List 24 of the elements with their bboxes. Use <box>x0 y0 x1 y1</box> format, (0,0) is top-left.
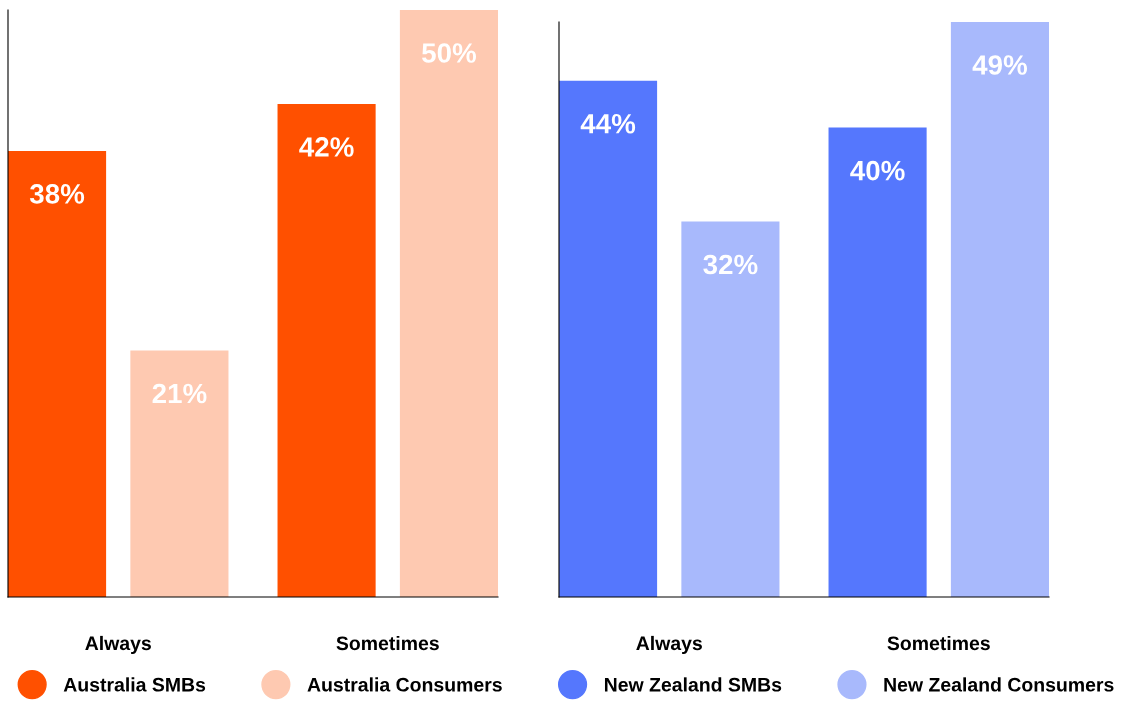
bar <box>559 80 658 597</box>
x-tick-label: Always <box>636 635 702 655</box>
legend-label: Australia Consumers <box>307 677 502 692</box>
bar <box>399 10 498 597</box>
x-tick-label: Always <box>85 635 151 655</box>
data-label: 44% <box>580 113 636 134</box>
data-label: 32% <box>703 254 758 275</box>
bar <box>8 150 107 597</box>
data-label: 21% <box>152 383 207 404</box>
bar <box>828 127 927 597</box>
legend-label: New Zealand Consumers <box>884 677 1114 692</box>
bar <box>130 350 229 597</box>
data-label: 49% <box>972 55 1028 75</box>
bar <box>950 22 1049 597</box>
data-label: 50% <box>422 43 477 63</box>
data-label: 40% <box>850 160 905 181</box>
bar <box>681 221 780 597</box>
bar <box>277 103 376 597</box>
legend-label: New Zealand SMBs <box>604 677 782 692</box>
legend-label: Australia SMBs <box>63 677 206 692</box>
data-label: 38% <box>29 184 85 204</box>
x-tick-label: Sometimes <box>336 635 439 651</box>
data-label: 42% <box>299 137 354 157</box>
x-tick-label: Sometimes <box>887 635 990 651</box>
